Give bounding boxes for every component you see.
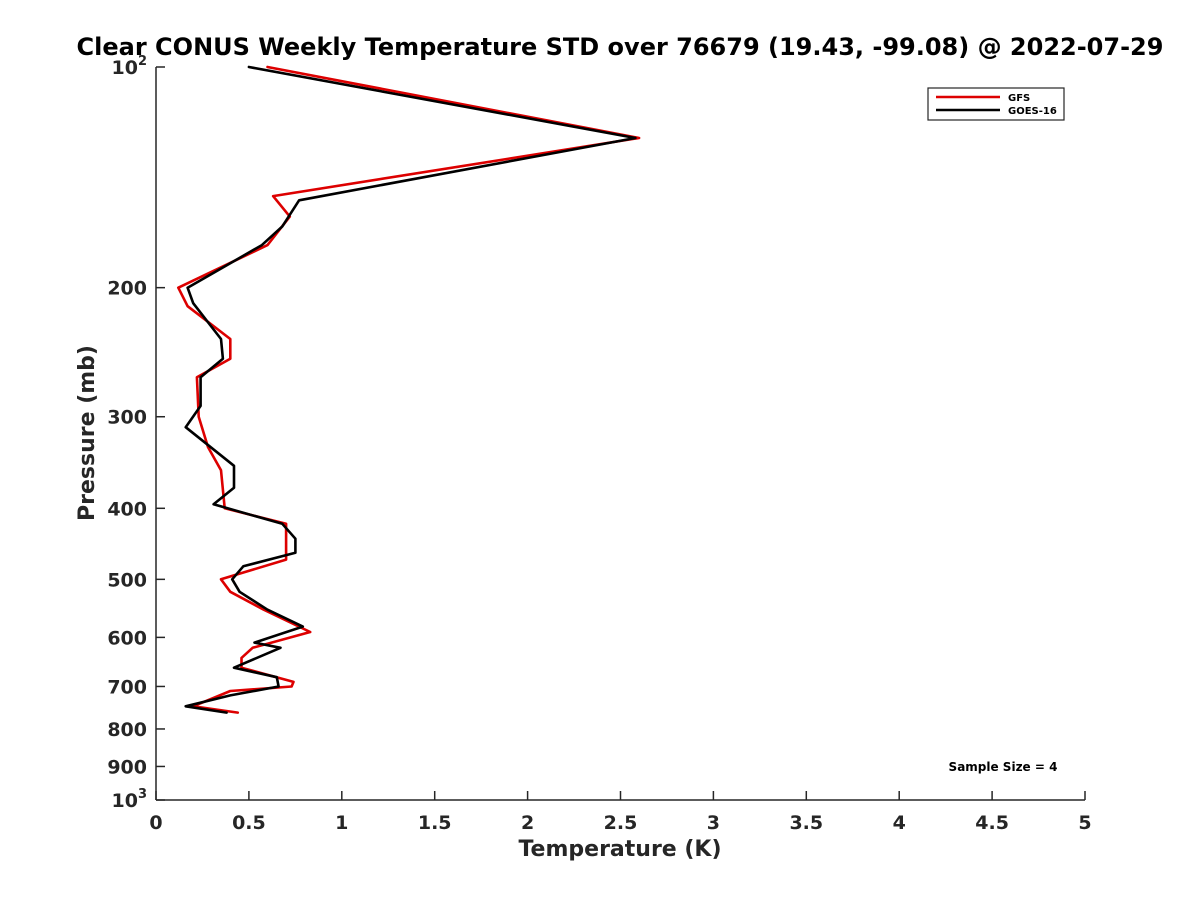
y-tick-label: 500 (107, 569, 147, 591)
y-ticks: 102 200 300 400 500 600 700 800 900 103 (107, 54, 165, 812)
y-tick-label: 300 (107, 407, 147, 429)
y-tick-label: 103 (112, 787, 148, 812)
legend-label-goes16: GOES-16 (1008, 106, 1057, 117)
x-ticks: 0 0.5 1 1.5 2 2.5 3 3.5 4 4.5 5 (149, 791, 1092, 834)
y-tick-label: 102 (112, 54, 148, 79)
y-axis-label: Pressure (mb) (75, 345, 100, 521)
y-tick-label: 700 (107, 676, 147, 698)
x-tick-label: 2 (521, 812, 534, 834)
legend-box (927, 87, 1065, 121)
x-tick-label: 4 (893, 812, 906, 834)
legend-label-gfs: GFS (1008, 93, 1030, 104)
plot-series (177, 65, 641, 714)
y-tick-label: 900 (107, 756, 147, 778)
x-tick-label: 3 (707, 812, 720, 834)
x-tick-label: 0 (149, 812, 162, 834)
y-tick-label: 400 (107, 498, 147, 520)
legend: GFS GOES-16 (927, 87, 1065, 121)
y-tick-label: 800 (107, 719, 147, 741)
x-axis-label: Temperature (K) (518, 837, 721, 862)
x-tick-label: 1.5 (418, 812, 452, 834)
y-tick-label: 200 (107, 278, 147, 300)
axes (155, 67, 1085, 801)
x-tick-label: 5 (1078, 812, 1091, 834)
series-line-gfs (177, 65, 641, 714)
sample-size-annotation: Sample Size = 4 (949, 760, 1058, 774)
x-tick-label: 4.5 (975, 812, 1009, 834)
series-line-goes16 (184, 65, 637, 714)
x-tick-label: 1 (335, 812, 348, 834)
x-tick-label: 3.5 (789, 812, 823, 834)
x-tick-label: 2.5 (604, 812, 638, 834)
chart-title: Clear CONUS Weekly Temperature STD over … (77, 33, 1164, 61)
y-tick-label: 600 (107, 627, 147, 649)
x-tick-label: 0.5 (232, 812, 266, 834)
